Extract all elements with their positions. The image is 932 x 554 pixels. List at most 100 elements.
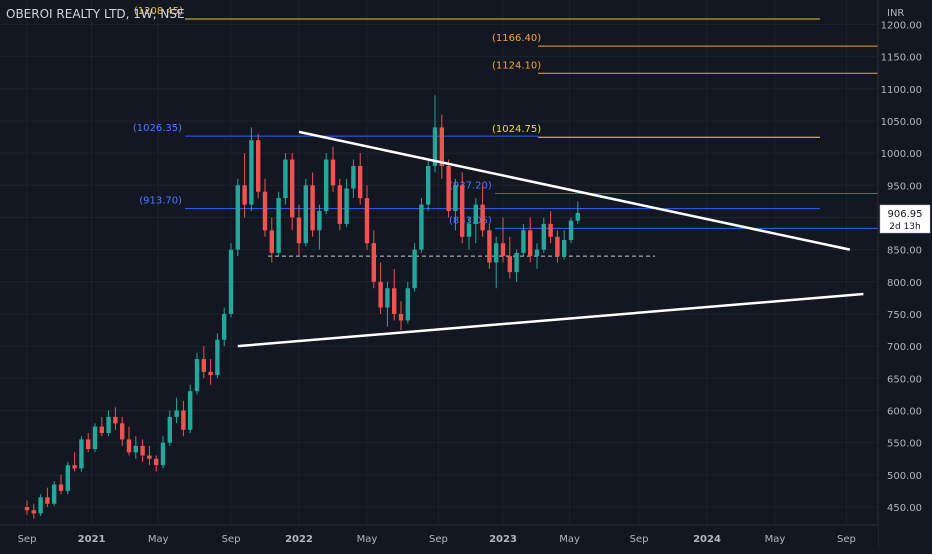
- candle-body: [500, 243, 506, 257]
- candle-body: [358, 165, 363, 199]
- candle-body: [181, 410, 186, 430]
- x-tick-label: 2022: [285, 534, 313, 545]
- candle-body: [466, 223, 472, 237]
- candle-body: [330, 159, 336, 186]
- candle-body: [392, 288, 397, 314]
- candle-body: [337, 185, 342, 224]
- candle-body: [426, 165, 431, 205]
- x-tick-label: Sep: [18, 534, 37, 545]
- y-axis-panel: [878, 0, 932, 550]
- candle-body: [494, 243, 499, 263]
- candle-body: [160, 442, 166, 466]
- y-tick-label: 550.00: [887, 439, 922, 450]
- level-label: (913.70): [139, 196, 182, 207]
- candle-body: [106, 416, 111, 433]
- candle-body: [154, 458, 159, 466]
- y-tick-label: 600.00: [887, 406, 922, 417]
- candle-body: [296, 217, 302, 244]
- candle-body: [324, 159, 329, 212]
- candle-body: [548, 223, 553, 237]
- candle-body: [222, 313, 227, 340]
- candle-body: [262, 191, 268, 231]
- level-label: (883.05): [449, 215, 492, 226]
- candle-body: [99, 426, 104, 433]
- candle-body: [385, 288, 390, 308]
- y-tick-label: 450.00: [887, 503, 922, 514]
- candle-body: [439, 127, 444, 166]
- candle-body: [72, 465, 77, 469]
- level-label: (1166.40): [492, 33, 541, 44]
- y-tick-label: 1100.00: [881, 85, 922, 96]
- horizontal-levels: (1208.45) (1166.40) (1124.10) (1026.35) (102…: [133, 6, 878, 257]
- candle-body: [507, 256, 512, 273]
- candle-body: [364, 198, 370, 244]
- candle-body: [480, 204, 485, 231]
- candle-body: [562, 239, 567, 257]
- y-tick-label: 500.00: [887, 471, 922, 482]
- candle-body: [371, 243, 376, 282]
- candle-body: [126, 439, 132, 453]
- candle-body: [235, 185, 240, 250]
- candle-body: [256, 140, 261, 192]
- x-tick-label: May: [765, 534, 786, 545]
- candle-body: [351, 165, 356, 189]
- candle-body: [534, 249, 540, 257]
- trendline-lower[interactable]: [237, 292, 864, 348]
- candle-body: [412, 249, 417, 289]
- level-label: (1208.45): [134, 6, 183, 17]
- x-axis-panel: [0, 525, 878, 550]
- x-tick-label: May: [148, 534, 169, 545]
- candle-body: [460, 185, 465, 237]
- y-tick-label: 1200.00: [881, 20, 922, 31]
- candle-body: [317, 211, 322, 231]
- candle-body: [45, 497, 50, 504]
- candle-body: [521, 230, 526, 253]
- y-axis[interactable]: INR 450.00 500.00 550.00 600.00 650.00 700.00 7…: [877, 0, 932, 550]
- candle-body: [555, 236, 560, 257]
- candle-body: [38, 497, 43, 514]
- candle-body: [276, 198, 281, 253]
- candle-body: [473, 204, 478, 224]
- x-tick-label: Sep: [837, 534, 856, 545]
- candle-body: [310, 185, 315, 231]
- x-tick-label: May: [357, 534, 378, 545]
- level-label: (1124.10): [492, 60, 541, 71]
- candle-body: [113, 416, 118, 424]
- candle-body: [290, 159, 295, 218]
- candle-body: [140, 445, 145, 456]
- candle-body: [398, 313, 404, 321]
- candle-body: [344, 188, 349, 224]
- x-axis[interactable]: Sep 2021 May Sep 2022 May Sep 2023 May Sep 2024 May…: [0, 524, 878, 550]
- candle-body: [528, 230, 533, 257]
- level-label: (1026.35): [133, 123, 182, 134]
- y-tick-label: 1000.00: [881, 149, 922, 160]
- candle-body: [147, 455, 152, 459]
- candle-body: [120, 423, 125, 440]
- candle-body: [31, 510, 36, 514]
- candle-body: [453, 185, 458, 212]
- candle-body: [208, 371, 213, 376]
- candle-body: [133, 445, 138, 453]
- chart-title: OBEROI REALTY LTD, 1W, NSE: [6, 7, 185, 21]
- candle-body: [188, 391, 193, 430]
- y-tick-label: 850.00: [887, 246, 922, 257]
- x-tick-label: Sep: [630, 534, 649, 545]
- candle-body: [228, 249, 234, 314]
- candle-body: [24, 506, 30, 511]
- trendline-upper[interactable]: [298, 130, 851, 251]
- candle-body: [79, 439, 84, 469]
- candle-body: [303, 185, 308, 244]
- candle-body: [541, 223, 546, 250]
- candle-body: [487, 230, 492, 263]
- countdown-label: 2d 13h: [889, 222, 920, 232]
- candle-body: [242, 185, 247, 205]
- candle-body: [419, 204, 424, 250]
- candle-body: [201, 359, 206, 372]
- trendlines-layer: [237, 130, 864, 348]
- candle-body: [514, 252, 519, 273]
- candle-body: [249, 140, 254, 205]
- y-tick-label: 1050.00: [881, 117, 922, 128]
